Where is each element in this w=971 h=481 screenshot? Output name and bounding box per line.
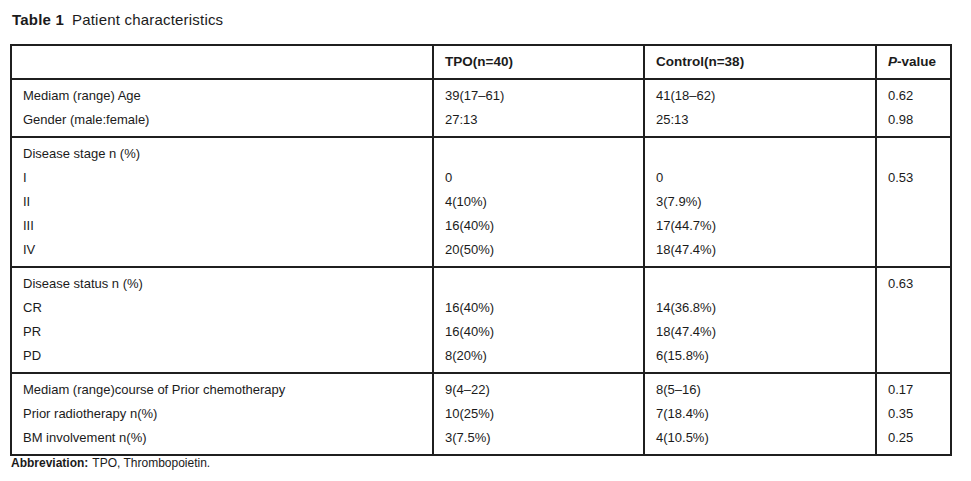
row-label-cell: Mediam (range)course of Prior chemothera… — [11, 373, 433, 402]
p-value-cell — [876, 296, 951, 320]
control-value-cell: 8(5–16) — [644, 373, 876, 402]
control-value-cell: 25:13 — [644, 108, 876, 137]
table-row: Prior radiotherapy n(%) 10(25%) 7(18.4%)… — [11, 402, 951, 426]
p-value-cell: 0.62 — [876, 79, 951, 108]
page: Table 1 Patient characteristics TPO(n=40)… — [0, 0, 971, 481]
tpo-value-cell — [433, 137, 644, 166]
control-value-cell: 0 — [644, 166, 876, 190]
tpo-value-cell: 16(40%) — [433, 214, 644, 238]
table-row: PD 8(20%) 6(15.8%) — [11, 344, 951, 373]
control-value-cell: 14(36.8%) — [644, 296, 876, 320]
p-value-cell: 0.25 — [876, 426, 951, 455]
column-header-control: Control(n=38) — [644, 45, 876, 79]
row-label-cell: Disease status n (%) — [11, 267, 433, 296]
tpo-value-cell: 0 — [433, 166, 644, 190]
tpo-value-cell — [433, 267, 644, 296]
abbreviation-footnote: Abbreviation: TPO, Thrombopoietin. — [11, 456, 210, 470]
p-value-cell — [876, 214, 951, 238]
row-label-cell: I — [11, 166, 433, 190]
row-label-cell: PD — [11, 344, 433, 373]
column-header-pvalue: P-value — [876, 45, 951, 79]
column-header-tpo: TPO(n=40) — [433, 45, 644, 79]
table-title-text: Patient characteristics — [72, 11, 223, 28]
p-value-cell — [876, 344, 951, 373]
table-title: Table 1 Patient characteristics — [12, 11, 223, 28]
table-row: Mediam (range) Age 39(17–61) 41(18–62) 0… — [11, 79, 951, 108]
table-header-row: TPO(n=40) Control(n=38) P-value — [11, 45, 951, 79]
control-value-cell: 3(7.9%) — [644, 190, 876, 214]
section-disease-status: Disease status n (%) 0.63 CR 16(40%) 14(… — [11, 267, 951, 373]
tpo-value-cell: 16(40%) — [433, 296, 644, 320]
tpo-value-cell: 27:13 — [433, 108, 644, 137]
p-value-cell: 0.98 — [876, 108, 951, 137]
table-row: Gender (male:female) 27:13 25:13 0.98 — [11, 108, 951, 137]
section-prior-treatment: Mediam (range)course of Prior chemothera… — [11, 373, 951, 455]
row-label-cell: Mediam (range) Age — [11, 79, 433, 108]
table-row: II 4(10%) 3(7.9%) — [11, 190, 951, 214]
p-value-cell — [876, 238, 951, 267]
control-value-cell: 7(18.4%) — [644, 402, 876, 426]
control-value-cell: 4(10.5%) — [644, 426, 876, 455]
table-row: CR 16(40%) 14(36.8%) — [11, 296, 951, 320]
control-value-cell: 41(18–62) — [644, 79, 876, 108]
p-value-cell — [876, 137, 951, 166]
row-label-cell: III — [11, 214, 433, 238]
tpo-value-cell: 20(50%) — [433, 238, 644, 267]
table-row: PR 16(40%) 18(47.4%) — [11, 320, 951, 344]
p-value-cell: 0.35 — [876, 402, 951, 426]
tpo-value-cell: 10(25%) — [433, 402, 644, 426]
table-row: IV 20(50%) 18(47.4%) — [11, 238, 951, 267]
row-label-cell: BM involvement n(%) — [11, 426, 433, 455]
tpo-value-cell: 16(40%) — [433, 320, 644, 344]
table-row: BM involvement n(%) 3(7.5%) 4(10.5%) 0.2… — [11, 426, 951, 455]
p-value-cell — [876, 190, 951, 214]
abbreviation-label: Abbreviation: — [11, 456, 88, 470]
table-row: I 0 0 0.53 — [11, 166, 951, 190]
tpo-value-cell: 39(17–61) — [433, 79, 644, 108]
p-value-cell — [876, 320, 951, 344]
row-label-cell: PR — [11, 320, 433, 344]
control-value-cell: 17(44.7%) — [644, 214, 876, 238]
section-disease-stage: Disease stage n (%) I 0 0 0.53 II 4(10%)… — [11, 137, 951, 267]
tpo-value-cell: 4(10%) — [433, 190, 644, 214]
row-label-cell: Prior radiotherapy n(%) — [11, 402, 433, 426]
row-label-cell: II — [11, 190, 433, 214]
tpo-value-cell: 8(20%) — [433, 344, 644, 373]
control-value-cell: 6(15.8%) — [644, 344, 876, 373]
tpo-value-cell: 9(4–22) — [433, 373, 644, 402]
p-value-cell: 0.53 — [876, 166, 951, 190]
section-demographics: Mediam (range) Age 39(17–61) 41(18–62) 0… — [11, 79, 951, 137]
control-value-cell — [644, 267, 876, 296]
control-value-cell: 18(47.4%) — [644, 320, 876, 344]
tpo-value-cell: 3(7.5%) — [433, 426, 644, 455]
column-header-characteristic — [11, 45, 433, 79]
row-label-cell: Gender (male:female) — [11, 108, 433, 137]
table-row: Mediam (range)course of Prior chemothera… — [11, 373, 951, 402]
table-row: Disease status n (%) 0.63 — [11, 267, 951, 296]
row-label-cell: Disease stage n (%) — [11, 137, 433, 166]
table-title-number: Table 1 — [12, 11, 64, 28]
row-label-cell: IV — [11, 238, 433, 267]
abbreviation-text: TPO, Thrombopoietin. — [92, 456, 210, 470]
p-value-cell: 0.63 — [876, 267, 951, 296]
row-label-cell: CR — [11, 296, 433, 320]
patient-characteristics-table: TPO(n=40) Control(n=38) P-value Mediam (… — [10, 44, 952, 456]
table-row: Disease stage n (%) — [11, 137, 951, 166]
control-value-cell: 18(47.4%) — [644, 238, 876, 267]
control-value-cell — [644, 137, 876, 166]
table-row: III 16(40%) 17(44.7%) — [11, 214, 951, 238]
p-value-cell: 0.17 — [876, 373, 951, 402]
